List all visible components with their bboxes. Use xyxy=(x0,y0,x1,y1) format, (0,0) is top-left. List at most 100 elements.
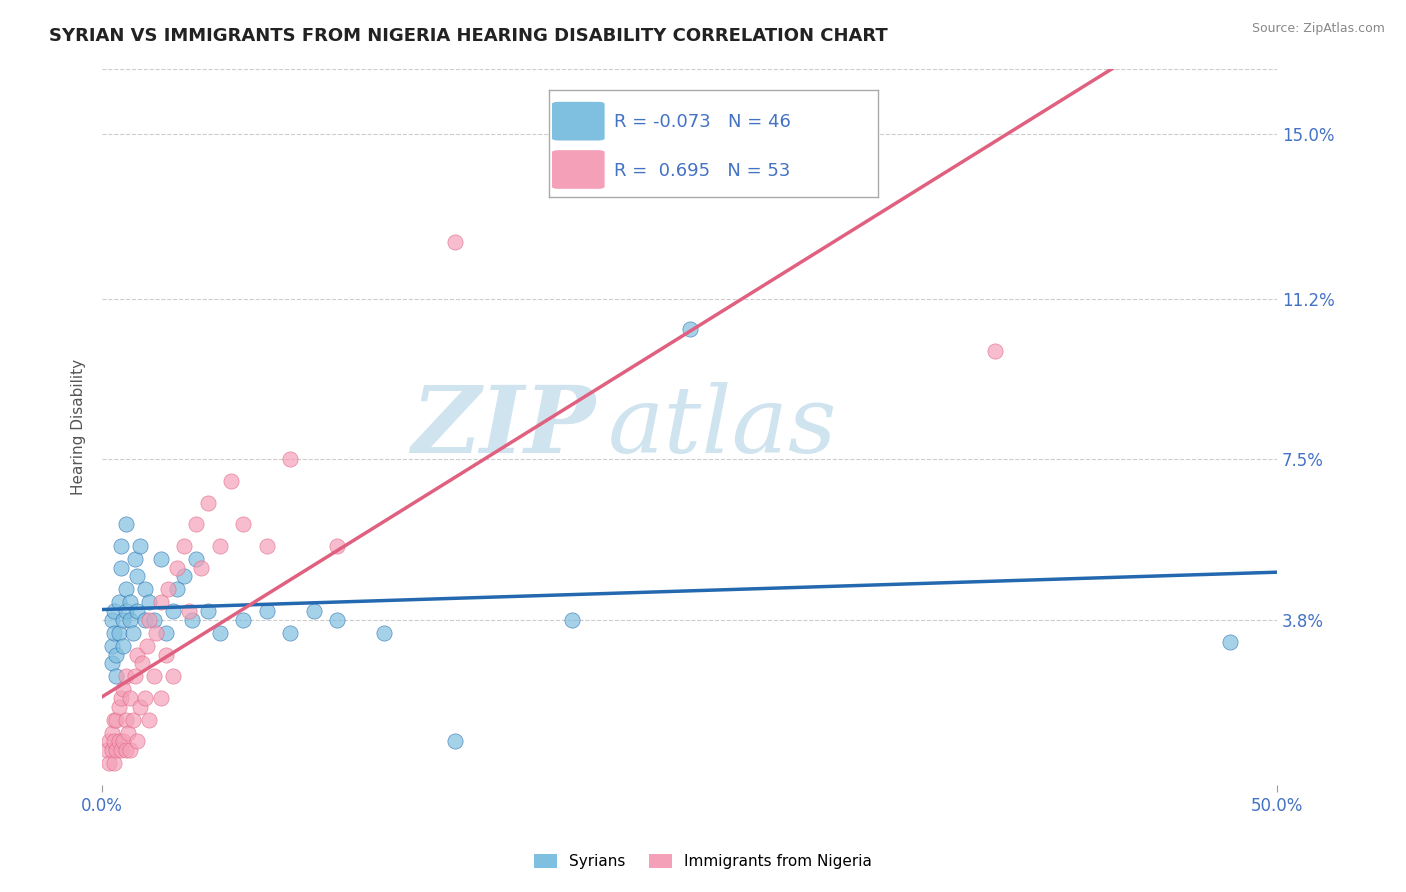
Point xyxy=(155,648,177,662)
Point xyxy=(256,539,278,553)
Point xyxy=(131,657,153,671)
Point xyxy=(135,639,157,653)
Point xyxy=(142,669,165,683)
Point xyxy=(105,743,128,757)
Point xyxy=(134,613,156,627)
Point xyxy=(110,743,132,757)
Point xyxy=(100,743,122,757)
Point xyxy=(162,669,184,683)
Point xyxy=(114,713,136,727)
Point xyxy=(110,539,132,553)
Point xyxy=(124,669,146,683)
Point xyxy=(114,604,136,618)
Point xyxy=(1219,634,1241,648)
Point xyxy=(134,690,156,705)
Point xyxy=(443,235,465,249)
Point xyxy=(100,639,122,653)
Point xyxy=(145,625,167,640)
Point xyxy=(107,595,129,609)
Point xyxy=(221,474,243,488)
Point xyxy=(107,625,129,640)
Point xyxy=(173,539,195,553)
Point xyxy=(114,517,136,532)
Point xyxy=(149,552,172,566)
Point xyxy=(127,569,149,583)
Point xyxy=(103,756,125,770)
Point xyxy=(114,743,136,757)
Point xyxy=(373,625,395,640)
Point xyxy=(96,743,118,757)
Point xyxy=(112,613,135,627)
Point xyxy=(197,495,219,509)
Point xyxy=(155,625,177,640)
Point xyxy=(186,552,208,566)
Point xyxy=(103,713,125,727)
Point xyxy=(120,595,142,609)
Point xyxy=(105,669,128,683)
Text: atlas: atlas xyxy=(607,382,837,472)
Point xyxy=(110,560,132,574)
Point xyxy=(149,690,172,705)
Point xyxy=(179,604,201,618)
Point xyxy=(984,343,1007,358)
Point xyxy=(105,713,128,727)
Y-axis label: Hearing Disability: Hearing Disability xyxy=(72,359,86,495)
Point xyxy=(208,625,231,640)
Point xyxy=(186,517,208,532)
Point xyxy=(100,613,122,627)
Point xyxy=(302,604,325,618)
Point xyxy=(180,613,202,627)
Point xyxy=(114,582,136,597)
Point xyxy=(98,756,121,770)
Point xyxy=(149,595,172,609)
Point xyxy=(128,539,150,553)
Point xyxy=(120,613,142,627)
Point xyxy=(278,625,301,640)
Text: Source: ZipAtlas.com: Source: ZipAtlas.com xyxy=(1251,22,1385,36)
Point xyxy=(124,552,146,566)
Point xyxy=(173,569,195,583)
Point xyxy=(326,613,349,627)
Point xyxy=(190,560,212,574)
Point xyxy=(121,625,143,640)
Point xyxy=(103,604,125,618)
Point xyxy=(107,734,129,748)
Point xyxy=(112,639,135,653)
Point xyxy=(197,604,219,618)
Point xyxy=(208,539,231,553)
Point xyxy=(166,560,188,574)
Point xyxy=(100,657,122,671)
Point xyxy=(98,734,121,748)
Point xyxy=(121,713,143,727)
Point xyxy=(103,734,125,748)
Point xyxy=(120,690,142,705)
Point xyxy=(120,743,142,757)
Point xyxy=(112,734,135,748)
Point xyxy=(128,699,150,714)
Point xyxy=(156,582,179,597)
Point xyxy=(127,604,149,618)
Point xyxy=(117,725,139,739)
Point xyxy=(105,648,128,662)
Point xyxy=(114,669,136,683)
Legend: Syrians, Immigrants from Nigeria: Syrians, Immigrants from Nigeria xyxy=(529,848,877,875)
Point xyxy=(134,582,156,597)
Point xyxy=(110,690,132,705)
Point xyxy=(142,613,165,627)
Point xyxy=(256,604,278,618)
Point xyxy=(443,734,465,748)
Point xyxy=(103,625,125,640)
Point xyxy=(326,539,349,553)
Point xyxy=(138,613,160,627)
Point xyxy=(232,517,254,532)
Point xyxy=(127,648,149,662)
Point xyxy=(138,713,160,727)
Text: ZIP: ZIP xyxy=(412,382,596,472)
Point xyxy=(107,699,129,714)
Point xyxy=(162,604,184,618)
Point xyxy=(679,322,702,336)
Point xyxy=(278,452,301,467)
Point xyxy=(112,682,135,697)
Point xyxy=(166,582,188,597)
Point xyxy=(100,725,122,739)
